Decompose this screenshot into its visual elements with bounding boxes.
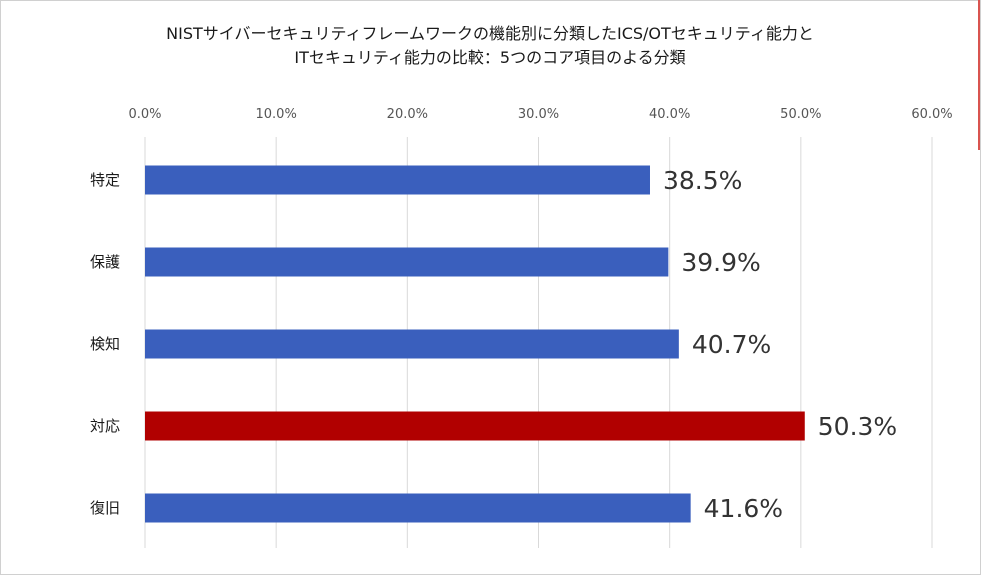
chart-title: NISTサイバーセキュリティフレームワークの機能別に分類したICS/OTセキュリ… [90,22,890,70]
data-label-1: 39.9% [681,248,760,277]
data-label-3: 50.3% [818,412,897,441]
x-axis-ticks: 0.0% 10.0% 20.0% 30.0% 40.0% 50.0% 60.0% [128,107,952,122]
bar-0 [145,165,650,195]
data-label-0: 38.5% [663,166,742,195]
category-label-0: 特定 [90,171,120,189]
bar-3 [145,411,805,441]
x-tick-label-0: 0.0% [128,107,161,122]
category-label-1: 保護 [90,253,120,271]
chart-title-line-1: NISTサイバーセキュリティフレームワークの機能別に分類したICS/OTセキュリ… [166,24,814,43]
data-label-4: 41.6% [704,494,783,523]
x-tick-label-60: 60.0% [911,107,952,122]
category-label-3: 対応 [90,417,120,435]
x-tick-label-40: 40.0% [649,107,690,122]
accent-edge [978,0,980,150]
data-labels: 38.5% 39.9% 40.7% 50.3% 41.6% [663,166,897,523]
bars [145,165,805,523]
bar-2 [145,329,679,359]
category-label-4: 復旧 [90,499,120,517]
category-label-2: 検知 [90,335,120,353]
chart-title-line-2: ITセキュリティ能力の比較：5つのコア項目のよる分類 [294,48,686,67]
x-tick-label-10: 10.0% [256,107,297,122]
x-tick-label-50: 50.0% [780,107,821,122]
x-tick-label-20: 20.0% [387,107,428,122]
bar-4 [145,493,691,523]
data-label-2: 40.7% [692,330,771,359]
x-tick-label-30: 30.0% [518,107,559,122]
bar-1 [145,247,669,277]
